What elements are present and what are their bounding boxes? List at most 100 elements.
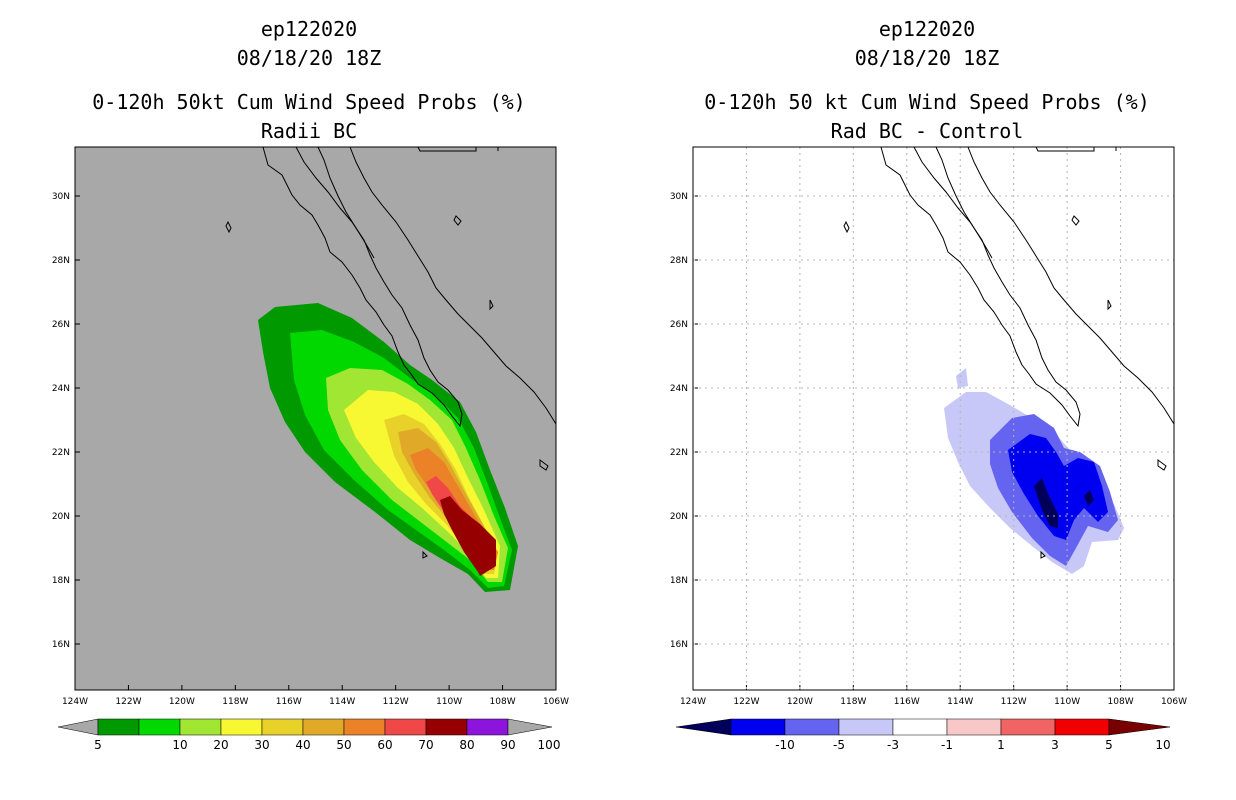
storm-id-title: ep122020 [260,17,358,41]
colorbar-label: 40 [295,738,310,752]
lat-tick-label: 18N [670,576,688,586]
probability-band [440,496,496,576]
lat-tick-label: 22N [52,448,70,458]
lon-tick-label: 108W [490,697,516,707]
lat-tick-label: 26N [52,320,70,330]
colorbar-swatch [97,718,140,736]
lon-tick-label: 124W [62,697,88,707]
colorbar-swatch [138,718,181,736]
coast-segment [967,146,1175,425]
island [843,220,850,234]
colorbar: 5 10 20 30 40 50 60 70 80 90 100 [57,718,561,752]
border-segment [1035,146,1117,152]
colorbar-arrow-low [675,718,732,736]
colorbar-swatch [261,718,304,736]
lon-tick-label: 118W [840,697,866,707]
subtitle: Rad BC - Control [830,119,1024,143]
colorbar-label: 80 [459,738,474,752]
colorbar-swatch [1054,718,1110,736]
lat-tick-label: 24N [52,384,70,394]
lon-tick-label: 114W [329,697,355,707]
left-map-panel: ep122020 08/18/20 18Z 0-120h 50kt Cum Wi… [52,17,569,752]
lat-tick-label: 26N [670,320,688,330]
difference-band [1084,490,1094,506]
colorbar-label: -1 [941,738,953,752]
lon-tick-label: 106W [1161,697,1187,707]
difference-contours [944,368,1124,574]
map-frame [74,146,557,691]
colorbar-swatch [343,718,386,736]
lat-tick-label: 28N [52,256,70,266]
colorbar-swatch [466,718,509,736]
colorbar-label: 60 [377,738,392,752]
colorbar-swatch [220,718,263,736]
colorbar-label: 1 [997,738,1005,752]
colorbar-label: -10 [775,738,795,752]
colorbar-label: 3 [1051,738,1059,752]
colorbar-swatch [179,718,222,736]
lon-tick-label: 110W [436,697,462,707]
lon-tick-label: 106W [543,697,569,707]
colorbar-label: 5 [1105,738,1113,752]
lon-tick-label: 114W [947,697,973,707]
lon-tick-label: 118W [222,697,248,707]
colorbar-label: -3 [887,738,899,752]
probability-map: 124W 122W 120W 118W 116W 114W 112W 110W 108W 106W… [52,146,569,752]
difference-map: 124W 122W 120W 118W 116W 114W 112W 110W 108W 106W… [670,146,1187,752]
colorbar-swatch [784,718,840,736]
coastline [843,146,1175,559]
coast-segment [349,146,557,425]
colorbar-swatch [302,718,345,736]
difference-band [1034,478,1058,528]
colorbar-label: 90 [500,738,515,752]
map-frame [692,146,1175,691]
island [1107,299,1112,311]
colorbar-label: -5 [833,738,845,752]
map-axes: 124W 122W 120W 118W 116W 114W 112W 110W 108W 106W… [670,192,1187,707]
lat-tick-label: 20N [52,512,70,522]
lat-tick-label: 18N [52,576,70,586]
product-title: 0-120h 50 kt Cum Wind Speed Probs (%) [704,90,1150,114]
island [453,215,462,226]
lon-tick-label: 110W [1054,697,1080,707]
lon-tick-label: 108W [1108,697,1134,707]
colorbar-arrow-high [1108,718,1171,736]
border-segment [417,146,499,152]
colorbar-swatch [838,718,894,736]
colorbar-label: 10 [172,738,187,752]
colorbar: -10 -5 -3 -1 1 3 5 10 [675,718,1171,752]
coast-segment [317,146,375,259]
island [1040,550,1046,559]
colorbar-label: 30 [254,738,269,752]
colorbar-label: 50 [336,738,351,752]
map-background [693,147,1174,690]
lon-tick-label: 112W [1001,697,1027,707]
colorbar-swatch [384,718,427,736]
island [489,299,494,311]
lon-tick-label: 116W [894,697,920,707]
lon-tick-label: 122W [733,697,759,707]
coastline [225,146,557,559]
lat-tick-label: 20N [670,512,688,522]
colorbar-label: 70 [418,738,433,752]
colorbar-swatch [425,718,468,736]
colorbar-arrow-low [57,718,99,736]
lat-tick-label: 28N [670,256,688,266]
datetime-title: 08/18/20 18Z [236,46,382,70]
colorbar-swatch [892,718,948,736]
coast-segment [262,146,463,428]
colorbar-label: 5 [94,738,102,752]
colorbar-label: 20 [213,738,228,752]
colorbar-swatch [730,718,786,736]
colorbar-label: 100 [538,738,561,752]
datetime-title: 08/18/20 18Z [854,46,1000,70]
coast-segment [935,146,993,259]
island [1071,215,1080,226]
product-title: 0-120h 50kt Cum Wind Speed Probs (%) [92,90,526,114]
map-axes: 124W 122W 120W 118W 116W 114W 112W 110W 108W 106W… [52,192,569,707]
difference-band [956,368,968,388]
right-map-panel: ep122020 08/18/20 18Z 0-120h 50 kt Cum W… [618,0,1236,800]
colorbar-swatch [1000,718,1056,736]
colorbar-swatch [946,718,1002,736]
lat-tick-label: 16N [670,640,688,650]
